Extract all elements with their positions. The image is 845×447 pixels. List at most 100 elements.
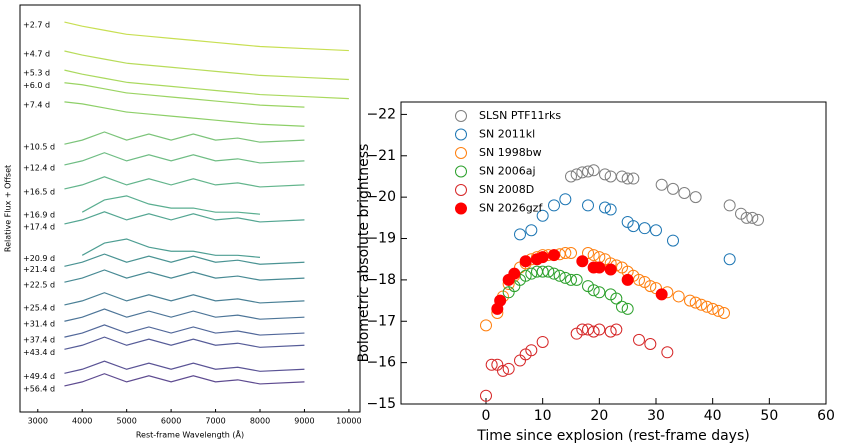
- data-point: [582, 165, 594, 178]
- spectrum: [64, 360, 305, 374]
- data-point: [593, 323, 606, 336]
- legend-marker: [455, 128, 467, 141]
- legend-marker: [455, 110, 467, 122]
- x-tick-label: 10000: [336, 417, 361, 426]
- legend-label: SLSN PTF11rks: [479, 109, 561, 122]
- y-tick-label: −17: [366, 313, 396, 329]
- data-point: [514, 228, 526, 241]
- x-tick-label: 9000: [294, 417, 314, 426]
- spectrum: [64, 336, 305, 350]
- epoch-label: +20.9 d: [23, 254, 55, 263]
- x-tick-label: 6000: [161, 417, 181, 426]
- data-point: [570, 168, 583, 181]
- data-point: [616, 300, 628, 313]
- data-point: [565, 170, 577, 183]
- x-tick-label: 8000: [250, 417, 270, 426]
- x-axis-label: Time since explosion (rest-frame days): [476, 428, 749, 444]
- spectrum: [64, 82, 305, 108]
- legend-label: SN 2026gzf: [479, 202, 543, 215]
- data-point: [638, 222, 651, 235]
- data-point: [536, 209, 549, 222]
- data-point: [610, 323, 623, 336]
- data-point: [576, 323, 589, 336]
- x-tick-label: 10: [534, 408, 552, 424]
- epoch-label: +12.4 d: [23, 163, 55, 172]
- y-tick-label: −16: [366, 355, 396, 371]
- epoch-label: +21.4 d: [23, 265, 55, 274]
- spectrum: [64, 324, 305, 338]
- y-tick-label: −21: [366, 148, 396, 164]
- data-point: [559, 271, 572, 284]
- data-point: [746, 211, 759, 224]
- spectrum: [64, 308, 305, 322]
- x-axis-label: Rest-frame Wavelength (Å): [136, 429, 244, 440]
- data-point: [644, 280, 657, 293]
- spectrum: [64, 373, 305, 387]
- legend-marker: [455, 184, 467, 196]
- epoch-label: +22.5 d: [23, 281, 55, 290]
- epoch-label: +49.4 d: [23, 372, 55, 381]
- data-point: [536, 335, 549, 348]
- x-tick-label: 7000: [205, 417, 225, 426]
- spectrum: [64, 292, 305, 306]
- data-point: [514, 354, 526, 367]
- data-point: [480, 389, 492, 402]
- data-point: [565, 273, 577, 286]
- data-point: [593, 286, 606, 299]
- spectrum: [64, 269, 305, 283]
- data-point: [684, 294, 696, 307]
- panel: +2.7 d +4.7 d +5.3 d +6.0 d +7.4 d +10.5 d +12…: [4, 4, 362, 440]
- epoch-label: +43.4 d: [23, 348, 55, 357]
- data-point: [497, 364, 509, 377]
- epoch-label: +5.3 d: [23, 69, 50, 78]
- epoch-label: +17.4 d: [23, 222, 55, 231]
- data-point: [519, 269, 532, 282]
- data-point: [678, 187, 691, 200]
- y-axis-label: Bolometric absolute brightness: [356, 144, 372, 363]
- epoch-label: +4.7 d: [23, 49, 50, 58]
- data-point: [604, 263, 617, 276]
- x-tick-label: 0: [482, 408, 491, 424]
- data-point: [621, 302, 634, 315]
- spectrum: [64, 69, 349, 100]
- spectrum: [64, 131, 305, 145]
- panel: 0 10 20 30 40 50 60 −22 −21 −20 −19 −18 −17 −16 −15 SLS…: [356, 101, 835, 444]
- epoch-label: +56.4 d: [23, 384, 55, 393]
- y-tick-label: −20: [366, 189, 396, 205]
- x-tick-label: 3000: [28, 417, 48, 426]
- data-point: [480, 319, 492, 332]
- legend-marker: [455, 147, 467, 159]
- data-point: [599, 201, 611, 214]
- epoch-label: +16.5 d: [23, 187, 55, 196]
- x-tick-label: 50: [760, 408, 778, 424]
- data-point: [559, 193, 572, 206]
- data-point: [655, 178, 668, 191]
- data-point: [627, 172, 640, 185]
- data-point: [525, 344, 538, 357]
- data-point: [661, 346, 674, 359]
- epoch-label: +25.4 d: [23, 303, 55, 312]
- data-point: [519, 255, 532, 268]
- y-axis-label: Relative Flux + Offset: [4, 165, 13, 252]
- data-point: [525, 267, 538, 280]
- epoch-label: +10.5 d: [23, 143, 55, 152]
- y-tick-label: −22: [366, 106, 396, 122]
- x-tick-label: 5000: [116, 417, 136, 426]
- data-point: [508, 267, 521, 280]
- data-point: [723, 253, 736, 266]
- epoch-label: +6.0 d: [23, 81, 50, 90]
- epoch-label: +7.4 d: [23, 100, 50, 109]
- spectrum: [64, 253, 305, 267]
- data-point: [701, 300, 713, 313]
- x-tick-label: 20: [590, 408, 608, 424]
- spectrum: [64, 176, 305, 190]
- data-point: [576, 166, 589, 179]
- axes-frame: [19, 4, 361, 413]
- data-point: [633, 333, 645, 346]
- data-point: [712, 304, 725, 317]
- y-tick-label: −18: [366, 272, 396, 288]
- data-point: [627, 220, 640, 233]
- x-tick-label: 60: [817, 408, 835, 424]
- y-tick-label: −15: [366, 396, 396, 412]
